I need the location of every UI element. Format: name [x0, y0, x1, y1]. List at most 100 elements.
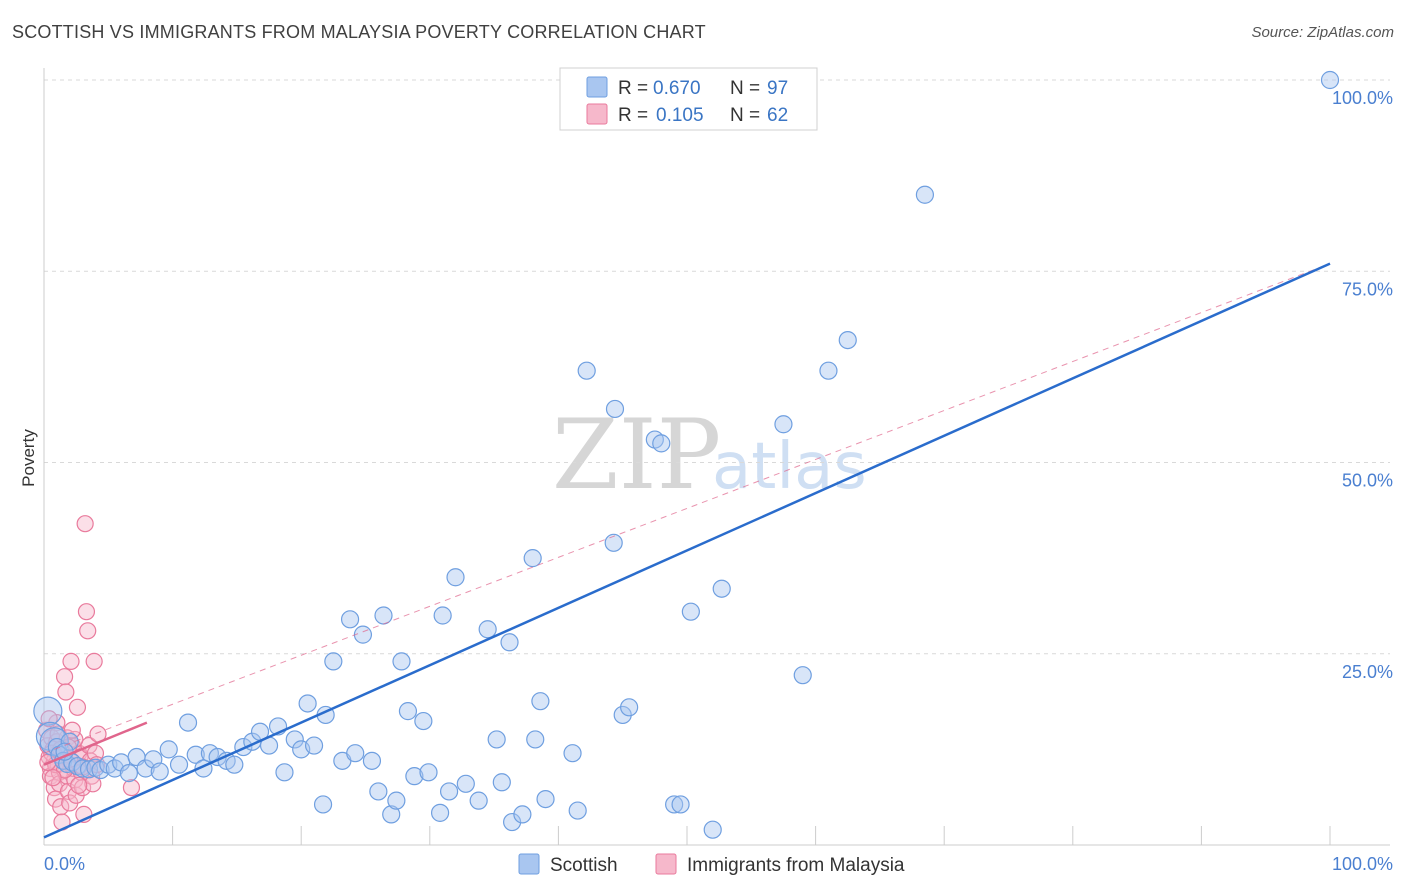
point-scottish-86: [712, 579, 731, 598]
point-scottish-68: [513, 805, 532, 824]
point-scottish-75: [577, 361, 596, 380]
legend-r-value-malaysia: 0.105: [656, 105, 704, 126]
point-malaysia-60: [122, 779, 141, 797]
chart-title: SCOTTISH VS IMMIGRANTS FROM MALAYSIA POV…: [12, 22, 706, 42]
legend-n-label-malaysia: N =: [730, 105, 760, 126]
bottom-legend-swatch-scottish: [518, 853, 540, 875]
point-scottish-76: [604, 533, 623, 552]
trend-dashed: [43, 263, 1331, 754]
point-malaysia-58: [44, 769, 62, 787]
point-scottish-87: [774, 415, 793, 434]
point-scottish-89: [819, 361, 838, 380]
trend-scottish: [43, 262, 1331, 839]
point-scottish-9: [73, 759, 92, 778]
point-malaysia-20: [57, 683, 75, 701]
point-scottish-51: [387, 791, 406, 810]
legend-swatch-scottish: [586, 76, 608, 98]
point-scottish-21: [159, 740, 178, 759]
point-scottish-58: [433, 606, 452, 625]
point-scottish-44: [340, 610, 360, 629]
point-scottish-49: [374, 606, 393, 625]
point-scottish-54: [405, 767, 424, 786]
point-malaysia-37: [77, 603, 96, 621]
point-scottish-83: [671, 795, 690, 814]
point-scottish-1: [35, 721, 66, 751]
point-scottish-72: [536, 789, 555, 809]
point-scottish-71: [531, 692, 550, 711]
point-scottish-18: [136, 759, 155, 778]
point-scottish-81: [652, 434, 671, 453]
legend-n-value-scottish: 97: [767, 78, 788, 99]
point-scottish-85: [703, 820, 722, 839]
point-scottish-62: [469, 791, 488, 810]
point-scottish-16: [119, 763, 138, 783]
point-malaysia-61: [63, 721, 81, 739]
point-scottish-60: [446, 568, 465, 587]
source-note: Source: ZipAtlas.com: [1251, 24, 1394, 41]
stats-legend: R = 0.670 N = 97 R = 0.105 N = 62: [559, 67, 818, 131]
point-scottish-61: [456, 774, 475, 793]
x-tick-label-0: 0.0%: [44, 854, 85, 874]
y-tick-label-100: 100.0%: [1332, 88, 1393, 108]
legend-r-label-malaysia: R =: [618, 105, 648, 126]
point-scottish-69: [523, 549, 542, 568]
point-scottish-48: [369, 782, 388, 801]
y-tick-label-25: 25.0%: [1342, 662, 1393, 682]
legend-r-value-scottish: 0.670: [653, 78, 701, 99]
point-malaysia-55: [70, 776, 88, 794]
point-scottish-23: [178, 713, 198, 732]
point-scottish-84: [681, 602, 700, 621]
point-scottish-50: [382, 805, 401, 824]
point-scottish-91: [915, 185, 935, 204]
bottom-legend-label-malaysia: Immigrants from Malaysia: [687, 855, 905, 876]
point-malaysia-30: [68, 698, 87, 716]
trend-malaysia: [43, 721, 148, 766]
point-scottish-77: [605, 399, 625, 419]
point-malaysia-38: [79, 622, 97, 640]
point-scottish-29: [225, 755, 244, 774]
x-tick-label-100: 100.0%: [1332, 854, 1393, 874]
tick-labels: 0.0% 100.0% 25.0% 50.0% 75.0% 100.0%: [44, 88, 1393, 874]
point-scottish-40: [313, 795, 333, 814]
watermark-zip: ZIP: [552, 399, 721, 511]
point-scottish-67: [503, 812, 522, 832]
bottom-legend-swatch-malaysia: [655, 853, 677, 875]
point-scottish-36: [285, 730, 304, 749]
y-tick-label-50: 50.0%: [1342, 471, 1393, 491]
series-legend: Scottish Immigrants from Malaysia: [518, 853, 905, 876]
point-scottish-55: [414, 711, 433, 731]
point-scottish-56: [419, 763, 438, 782]
point-scottish-59: [439, 782, 459, 801]
point-scottish-42: [324, 652, 343, 671]
point-scottish-57: [430, 803, 450, 822]
point-scottish-73: [563, 744, 582, 763]
point-scottish-20: [150, 762, 169, 781]
y-tick-label-75: 75.0%: [1342, 279, 1393, 299]
point-scottish-52: [392, 652, 411, 671]
point-scottish-92: [1320, 70, 1340, 90]
point-scottish-35: [275, 763, 294, 782]
bottom-legend-label-scottish: Scottish: [550, 855, 618, 876]
point-scottish-47: [362, 751, 382, 770]
gridlines: [44, 79, 1390, 655]
point-malaysia-43: [85, 652, 103, 671]
trend-lines: [43, 262, 1331, 839]
point-scottish-53: [398, 702, 418, 721]
point-scottish-70: [526, 730, 545, 749]
point-scottish-38: [298, 694, 317, 713]
legend-n-label-scottish: N =: [730, 78, 760, 99]
point-scottish-64: [487, 730, 506, 749]
point-scottish-65: [492, 773, 511, 792]
point-scottish-79: [620, 698, 639, 717]
point-scottish-45: [346, 744, 365, 763]
series-immigrants-from-malaysia: [37, 515, 141, 831]
point-scottish-22: [169, 755, 189, 774]
point-malaysia-25: [62, 652, 80, 671]
point-scottish-95: [60, 732, 79, 751]
axes: [43, 68, 1390, 846]
point-scottish-0: [33, 696, 63, 726]
point-scottish-66: [500, 633, 519, 652]
legend-swatch-malaysia: [586, 103, 608, 125]
point-scottish-24: [186, 745, 205, 764]
